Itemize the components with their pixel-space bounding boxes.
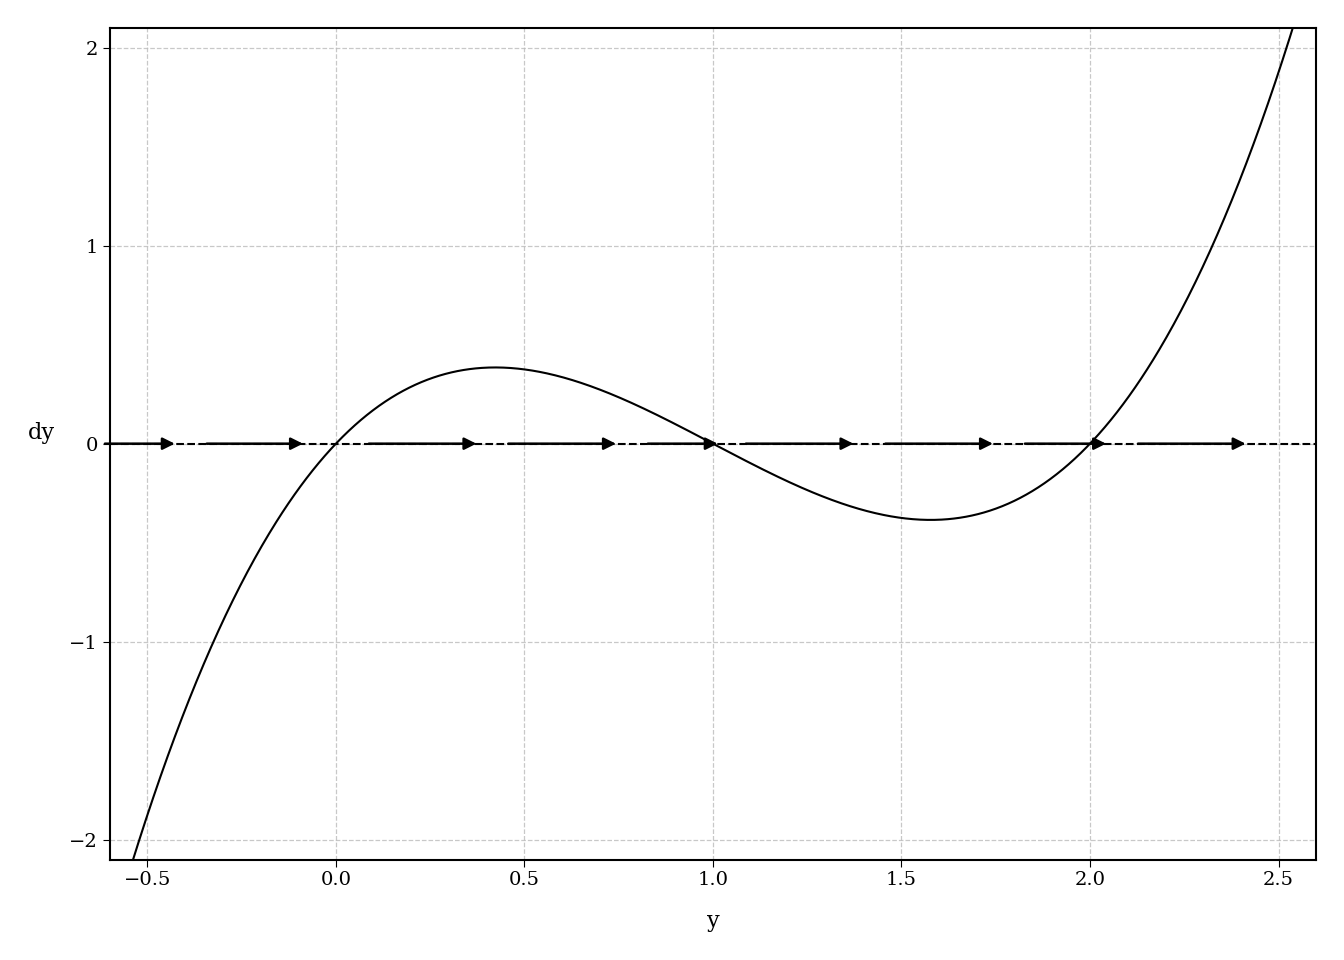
Y-axis label: dy: dy (28, 421, 55, 444)
X-axis label: y: y (707, 910, 719, 932)
